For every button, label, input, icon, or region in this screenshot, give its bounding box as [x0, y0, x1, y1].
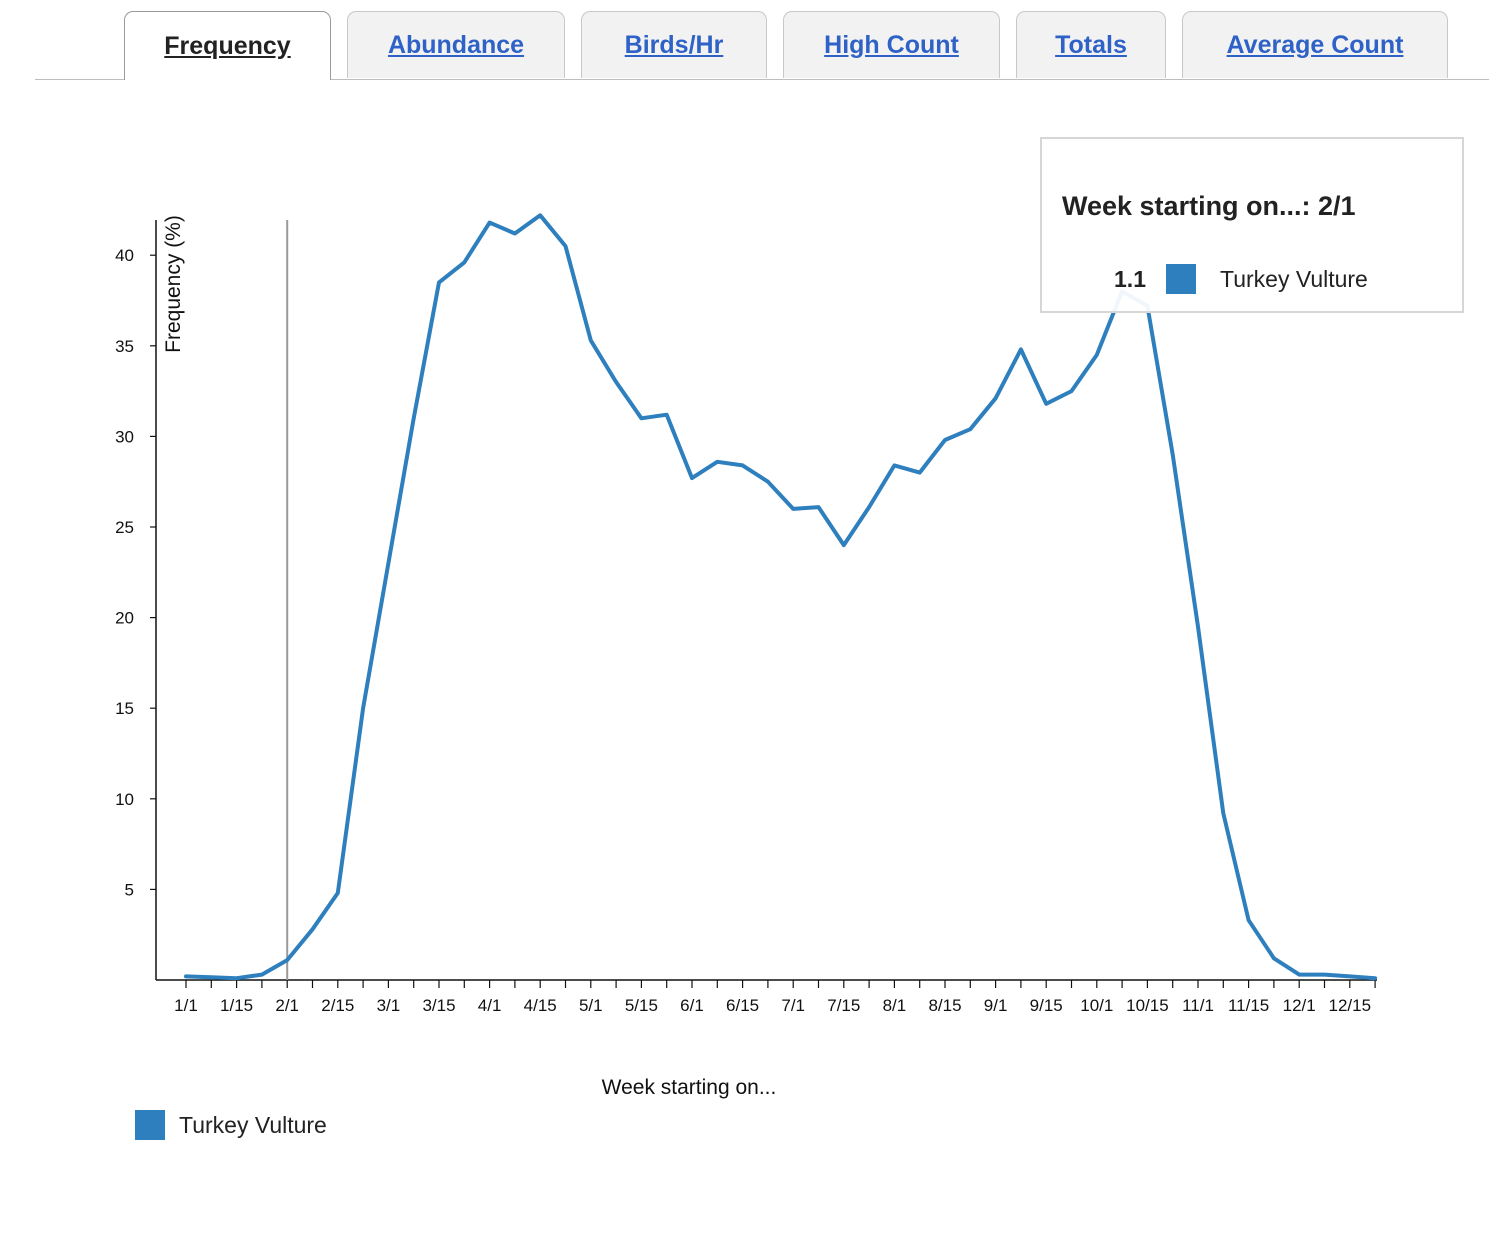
x-axis-title: Week starting on... — [602, 1076, 777, 1099]
tab-frequency[interactable]: Frequency — [124, 11, 331, 80]
x-tick-label: 7/1 — [781, 996, 805, 1015]
y-tick-label: 40 — [115, 246, 134, 265]
x-tick-label: 9/15 — [1030, 996, 1063, 1015]
x-tick-label: 5/1 — [579, 996, 603, 1015]
x-tick-label: 1/1 — [174, 996, 198, 1015]
tab-abundance[interactable]: Abundance — [347, 11, 565, 78]
hover-tooltip: Week starting on...: 2/1 1.1 Turkey Vult… — [1040, 137, 1464, 313]
chart-legend: Turkey Vulture — [135, 1110, 327, 1140]
x-tick-label: 9/1 — [984, 996, 1008, 1015]
tooltip-swatch — [1166, 264, 1196, 294]
x-tick-label: 6/15 — [726, 996, 759, 1015]
x-tick-label: 5/15 — [625, 996, 658, 1015]
x-tick-label: 10/15 — [1126, 996, 1169, 1015]
x-tick-label: 1/15 — [220, 996, 253, 1015]
y-tick-label: 15 — [115, 699, 134, 718]
x-tick-label: 3/1 — [377, 996, 401, 1015]
tooltip-series-name: Turkey Vulture — [1220, 266, 1368, 292]
tab-birds-per-hr[interactable]: Birds/Hr — [581, 11, 767, 78]
y-axis-title: Frequency (%) — [162, 215, 185, 353]
series-line-turkey-vulture — [184, 213, 1378, 981]
tab-high-count[interactable]: High Count — [783, 11, 1000, 78]
x-tick-label: 11/1 — [1182, 996, 1214, 1015]
y-tick-label: 5 — [125, 880, 134, 899]
y-tick-label: 35 — [115, 337, 134, 356]
y-tick-label: 10 — [115, 790, 134, 809]
y-tick-label: 30 — [115, 427, 134, 446]
x-tick-label: 8/15 — [928, 996, 961, 1015]
x-tick-label: 12/15 — [1329, 996, 1372, 1015]
y-tick-label: 20 — [115, 609, 134, 628]
x-tick-label: 3/15 — [422, 996, 455, 1015]
x-tick-label: 2/1 — [275, 996, 299, 1015]
x-tick-label: 10/1 — [1080, 996, 1113, 1015]
legend-swatch[interactable] — [135, 1110, 165, 1140]
x-tick-label: 8/1 — [883, 996, 907, 1015]
tab-totals[interactable]: Totals — [1016, 11, 1166, 78]
x-tick-label: 4/1 — [478, 996, 502, 1015]
x-tick-label: 6/1 — [680, 996, 704, 1015]
legend-label: Turkey Vulture — [179, 1111, 327, 1138]
x-tick-label: 12/1 — [1283, 996, 1316, 1015]
tab-bar: Frequency Abundance Birds/Hr High Count … — [35, 0, 1489, 80]
tab-average-count[interactable]: Average Count — [1182, 11, 1448, 78]
x-tick-label: 7/15 — [827, 996, 860, 1015]
x-tick-label: 4/15 — [524, 996, 557, 1015]
y-tick-label: 25 — [115, 518, 134, 537]
x-tick-label: 11/15 — [1228, 996, 1269, 1015]
x-tick-label: 2/15 — [321, 996, 354, 1015]
tooltip-title: Week starting on...: 2/1 — [1062, 191, 1356, 221]
tooltip-value: 1.1 — [1114, 266, 1146, 292]
